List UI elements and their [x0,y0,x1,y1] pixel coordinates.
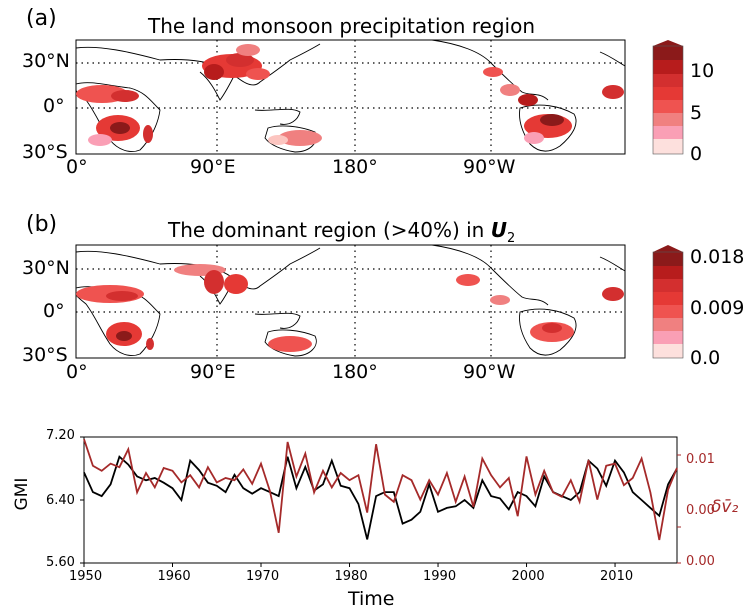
series-line-gmi [83,455,678,540]
panel-b-title-subscript: 2 [506,231,516,246]
lon-tick-0-a: 0° [66,156,88,178]
lon-tick-90w-a: 90°W [463,156,516,178]
x-tick-marks [80,436,681,567]
y-tick-5-60: 5.60 [46,555,75,570]
timeseries-plot [80,436,681,567]
plot-frame [83,436,678,564]
cbar-a-tick-10: 10 [690,60,715,82]
cbar-a-tick-5: 5 [690,102,703,124]
y2-tick-mid: 0.00 [686,503,715,518]
lat-tick-30n-a: 30°N [22,50,70,72]
x-tick-label-1980: 1980 [334,569,368,584]
lon-tick-180-a: 180° [332,156,378,178]
series-lines [83,438,678,541]
y2-axis-label: δv̄₂ [711,497,739,517]
y2-tick-top: 0.01 [686,452,715,467]
panel-a-title: The land monsoon precipitation region [148,14,536,38]
panel-b-colorbar [652,245,684,359]
panel-b-map [75,244,626,359]
lon-tick-0-b: 0° [66,361,88,383]
y-axis-label: GMI [12,477,32,511]
lat-tick-0-b: 0° [43,300,65,322]
lon-tick-90e-a: 90°E [190,156,236,178]
panel-b-regions [76,264,624,352]
panel-b-title: The dominant region (>40%) in U2 [168,218,515,246]
cbar-b-tick-min: 0.0 [690,347,721,369]
panel-b-title-symbol: U [490,218,507,242]
x-tick-label-1960: 1960 [157,569,191,584]
cbar-a-tick-0: 0 [690,143,703,165]
x-tick-label-1970: 1970 [246,569,280,584]
y2-tick-bottom: 0.00 [686,554,715,569]
y-tick-6-40: 6.40 [46,493,75,508]
lon-tick-180-b: 180° [332,361,378,383]
lat-tick-30s-b: 30°S [22,344,68,366]
cbar-b-tick-mid: 0.009 [690,297,745,319]
cbar-b-tick-max: 0.018 [690,246,745,268]
panel-a-regions [76,44,624,146]
panel-a-colorbar [652,40,684,155]
x-tick-label-1990: 1990 [423,569,457,584]
series-line-dv2 [83,438,678,541]
panel-b-title-text: The dominant region (>40%) in [168,218,491,242]
lon-tick-90e-b: 90°E [190,361,236,383]
y-tick-7-20: 7.20 [46,428,75,443]
lat-tick-0-a: 0° [43,95,65,117]
x-tick-label-2010: 2010 [600,569,634,584]
x-axis-label: Time [348,588,395,610]
x-tick-label-1950: 1950 [69,569,103,584]
panel-b-letter: (b) [26,212,58,237]
lat-tick-30n-b: 30°N [22,257,70,279]
lat-tick-30s-a: 30°S [22,141,68,163]
panel-a-map [75,39,626,155]
panel-a-letter: (a) [26,6,57,31]
x-tick-label-2000: 2000 [511,569,545,584]
lon-tick-90w-b: 90°W [463,361,516,383]
